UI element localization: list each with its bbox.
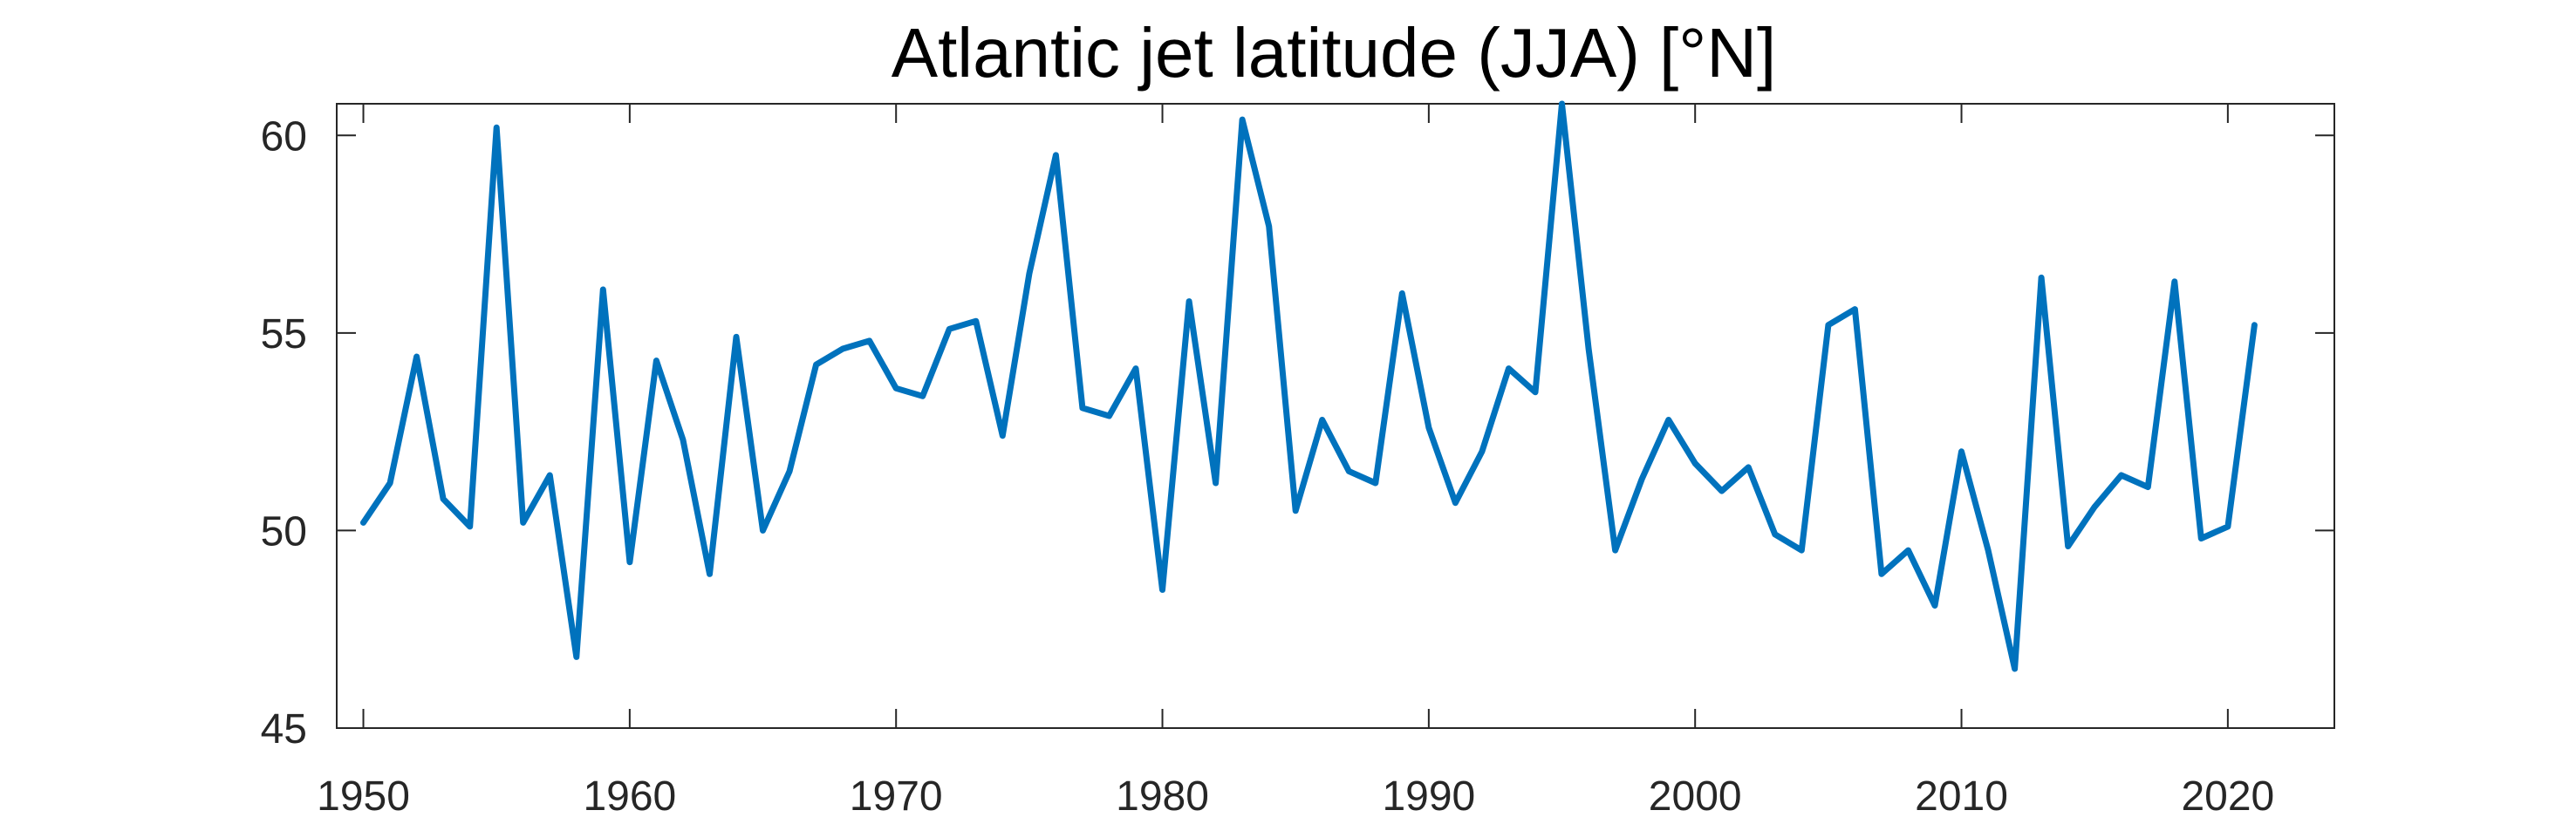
plot-frame bbox=[336, 103, 2335, 729]
y-tick-label: 55 bbox=[261, 311, 307, 358]
series-layer bbox=[360, 100, 2258, 672]
x-tick-label: 1960 bbox=[583, 773, 676, 820]
tick-labels: 1950 1960 1970 1980 1990 2000 2010 2020 45 50 55 60 bbox=[261, 113, 2275, 820]
x-tick-label: 1980 bbox=[1116, 773, 1209, 820]
x-tick-label: 2010 bbox=[1915, 773, 2008, 820]
series-line bbox=[360, 100, 2258, 672]
x-tick-label: 1990 bbox=[1382, 773, 1475, 820]
y-tick-label: 50 bbox=[261, 508, 307, 555]
y-tick-label: 45 bbox=[261, 706, 307, 752]
chart-title: Atlantic jet latitude (JJA) [°N] bbox=[892, 14, 1777, 92]
x-tick-label: 1970 bbox=[850, 773, 943, 820]
x-tick-label: 2020 bbox=[2181, 773, 2274, 820]
x-tick-label: 1950 bbox=[317, 773, 410, 820]
y-tick-label: 60 bbox=[261, 113, 307, 160]
x-tick-label: 2000 bbox=[1649, 773, 1742, 820]
